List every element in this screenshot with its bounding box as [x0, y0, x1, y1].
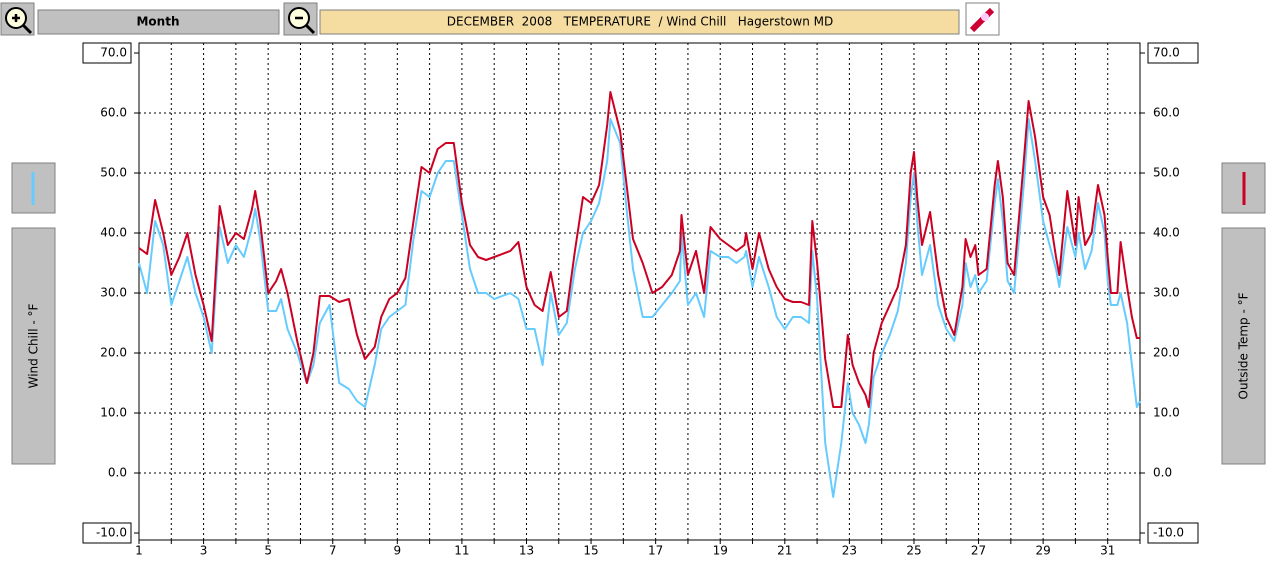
x-tick-label: 15: [583, 544, 598, 558]
y-tick-box: [82, 42, 132, 64]
y-tick-label: 40.0: [100, 226, 127, 240]
x-tick-label: 29: [1035, 544, 1050, 558]
period-button[interactable]: [37, 9, 280, 35]
x-tick-label: 11: [454, 544, 469, 558]
x-tick-label: 27: [971, 544, 986, 558]
y2-tick-label: 0.0: [1153, 466, 1172, 480]
chart-title: DECEMBER 2008 TEMPERATURE / Wind Chill H…: [447, 15, 833, 29]
y2-tick-box: [1147, 42, 1199, 64]
y-tick-label: 0.0: [108, 466, 127, 480]
y-tick-label: 70.0: [100, 46, 127, 60]
x-tick-label: 9: [394, 544, 402, 558]
y2-tick-label: 60.0: [1153, 106, 1180, 120]
x-tick-label: 25: [906, 544, 921, 558]
y2-tick-label: 50.0: [1153, 166, 1180, 180]
x-tick-label: 31: [1100, 544, 1115, 558]
print-button[interactable]: [965, 2, 1000, 36]
series-line: [138, 91, 1140, 408]
x-tick-label: 13: [519, 544, 534, 558]
period-label: Month: [136, 15, 179, 29]
y-tick-label: 50.0: [100, 166, 127, 180]
y2-tick-label: -10.0: [1153, 526, 1184, 540]
y2-tick-label: 30.0: [1153, 286, 1180, 300]
y-axis-label: Wind Chill - °F: [27, 303, 41, 388]
y2-axis-label: Outside Temp - °F: [1237, 292, 1251, 399]
x-tick-label: 19: [713, 544, 728, 558]
y-tick-label: 30.0: [100, 286, 127, 300]
y-tick-label: 60.0: [100, 106, 127, 120]
title-box: [319, 9, 960, 35]
x-tick-label: 1: [135, 544, 143, 558]
y2-tick-box: [1147, 522, 1199, 544]
x-tick-label: 3: [200, 544, 208, 558]
y-tick-label: 20.0: [100, 346, 127, 360]
zoom-out-button[interactable]: [283, 2, 318, 36]
x-tick-label: 5: [264, 544, 272, 558]
y2-tick-label: 70.0: [1153, 46, 1180, 60]
zoom-in-button[interactable]: [0, 2, 35, 36]
x-tick-label: 23: [842, 544, 857, 558]
x-tick-label: 7: [329, 544, 337, 558]
x-tick-label: 17: [648, 544, 663, 558]
series-line: [138, 118, 1141, 498]
y-tick-label: 10.0: [100, 406, 127, 420]
y-axis-label-box: [11, 227, 56, 465]
plot-frame: [138, 42, 1141, 541]
x-tick-label: 21: [777, 544, 792, 558]
y2-tick-label: 20.0: [1153, 346, 1180, 360]
y2-tick-label: 10.0: [1153, 406, 1180, 420]
y-tick-box: [82, 522, 132, 544]
y2-tick-label: 40.0: [1153, 226, 1180, 240]
y2-axis-label-box: [1221, 227, 1266, 465]
y-tick-label: -10.0: [96, 526, 127, 540]
